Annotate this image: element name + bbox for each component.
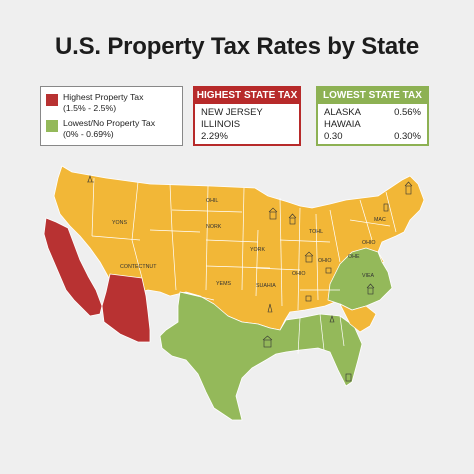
highest-card-line-2: ILLINOIS [201,119,241,130]
region-appalachia [327,247,393,311]
legend-swatch-lowest [46,120,58,132]
landmark-icon-illinois [304,251,314,263]
landmark-icon-northcarolina [366,283,375,295]
map-label-mac: MAC [374,217,386,223]
lowest-card-header: LOWEST STATE TAX [318,88,427,104]
region-california [43,217,103,317]
lowest-card-row-1-value: 0.56% [394,107,421,118]
landmark-icon-kentucky [325,267,332,274]
map-label-tohl: TOHL [309,229,323,235]
landmark-icon-florida [345,373,352,382]
landmark-icon-maine [404,181,413,195]
map-label-ohio-2: OHIO [318,258,332,264]
legend-lowest-range: (0% - 0.69%) [63,129,114,139]
landmark-icon-arkansas [267,303,273,313]
landmark-icon-louisiana [262,335,273,348]
map-label-nork: NORK [206,224,222,230]
landmark-icon-wisconsin [268,207,278,220]
highest-card-line-1: NEW JERSEY [201,107,263,118]
lowest-card-row-1-name: ALASKA [324,107,361,118]
lowest-card-row-2: HAWAIA [324,119,421,131]
legend-swatch-highest [46,94,58,106]
lowest-state-tax-card: LOWEST STATE TAX ALASKA 0.56% HAWAIA 0.3… [316,86,429,146]
map-label-suahia: SUAHIA [256,283,276,289]
landmark-icon-newyork [383,203,389,212]
map-label-viea: VIEA [362,273,375,279]
landmark-icon-michigan [288,213,297,225]
map-legend: Highest Property Tax (1.5% - 2.5%) Lowes… [40,86,183,146]
lowest-card-row-3-name: 0.30 [324,131,343,142]
legend-highest-label: Highest Property Tax [63,92,144,102]
landmark-icon-georgia [329,315,335,323]
map-label-york: YORK [250,247,265,253]
lowest-card-row-3-value: 0.30% [394,131,421,142]
lowest-card-row-1: ALASKA 0.56% [324,107,421,119]
map-label-ohio-3: OHIO [292,271,306,277]
highest-state-tax-card: HIGHEST STATE TAX NEW JERSEY ILLINOIS 2.… [193,86,301,146]
region-arizona [101,273,151,343]
region-texas-gulf [159,291,363,421]
map-label-yems: YEMS [216,281,231,287]
lowest-card-row-3: 0.30 0.30% [324,131,421,143]
highest-card-line-3: 2.29% [201,131,228,142]
map-label-ohil: OHIL [206,198,218,204]
map-label-contecnut: CONTECTNUT [120,264,157,270]
lowest-card-row-2-name: HAWAIA [324,119,361,130]
legend-highest-range: (1.5% - 2.5%) [63,103,117,113]
legend-lowest-label: Lowest/No Property Tax [63,118,156,128]
highest-card-header: HIGHEST STATE TAX [195,88,299,104]
map-label-ohe: OHE [348,254,360,260]
region-carolina [339,303,377,333]
map-label-yons: YONS [112,220,127,226]
landmark-icon-tennessee [305,295,312,302]
page-title: U.S. Property Tax Rates by State [55,33,419,60]
state-borders [91,177,397,355]
map-label-ohio-1: OHIO [362,240,376,246]
landmark-icon-montana [87,175,94,183]
